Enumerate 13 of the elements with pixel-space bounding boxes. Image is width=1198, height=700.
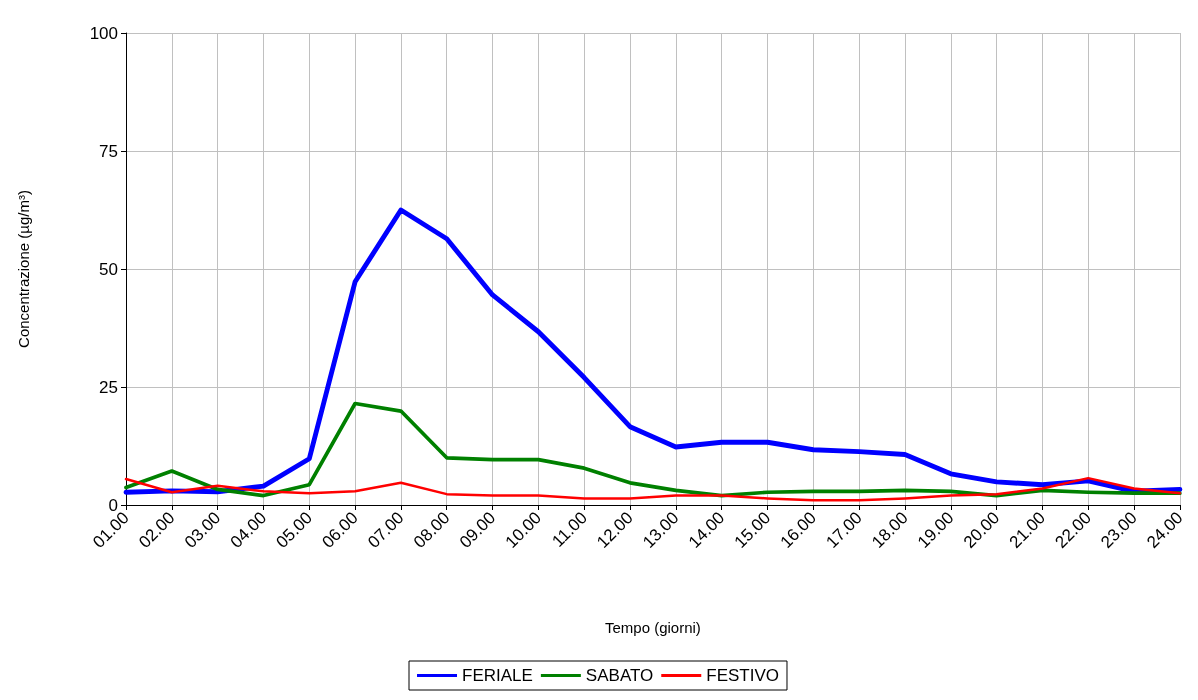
y-tick-label: 0 — [108, 495, 118, 515]
y-tick-label: 50 — [99, 259, 118, 279]
line-series — [124, 476, 1182, 502]
y-tick-label: 100 — [89, 23, 118, 43]
line-series — [123, 207, 1183, 495]
y-tick-label: 75 — [99, 141, 118, 161]
x-axis-title: Tempo (giorni) — [605, 619, 701, 636]
line-series — [124, 401, 1182, 498]
legend-label: FESTIVO — [706, 666, 779, 685]
y-tick-label: 25 — [99, 377, 118, 397]
legend-label: SABATO — [585, 666, 654, 685]
y-axis-title: Concentrazione (µg/m³) — [15, 190, 32, 348]
legend-label: FERIALE — [462, 666, 533, 685]
